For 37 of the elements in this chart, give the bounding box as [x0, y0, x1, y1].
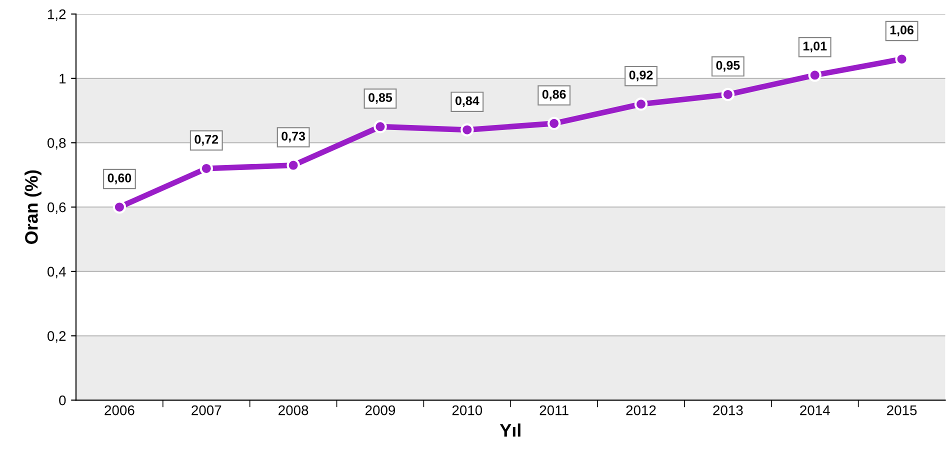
point [634, 98, 648, 111]
y-axis-title: Oran (%) [24, 170, 42, 244]
y-tick-label: 0,6 [48, 202, 66, 214]
y-tick-label: 1 [60, 74, 66, 84]
y-tick-label: 1,2 [48, 9, 66, 21]
x-tick-label: 2011 [540, 405, 568, 416]
data-label: 1,01 [803, 42, 827, 52]
x-tick-label: 2013 [713, 405, 743, 416]
data-label: 0,86 [542, 90, 566, 101]
point [286, 158, 300, 172]
data-label: 0,84 [455, 96, 480, 107]
point [547, 116, 561, 130]
data-label: 0,92 [629, 70, 653, 82]
x-tick-label: 2014 [800, 405, 830, 416]
x-axis-title: Yıl [500, 424, 520, 437]
point [808, 68, 822, 82]
data-label: 1,06 [890, 26, 914, 36]
x-tick-label: 2015 [887, 405, 917, 416]
data-label: 0,72 [194, 134, 218, 146]
x-tick-label: 2007 [192, 405, 222, 416]
data-label: 0,60 [108, 174, 132, 184]
point [721, 88, 735, 102]
point [112, 200, 126, 214]
x-tick-label: 2008 [278, 405, 308, 416]
x-tick-label: 2006 [104, 405, 134, 416]
x-tick-label: 2009 [365, 405, 396, 416]
point [460, 123, 474, 136]
point [374, 120, 387, 134]
data-label: 0,85 [368, 93, 392, 104]
y-tick-label: 0,2 [48, 331, 66, 343]
data-label: 0,73 [282, 132, 306, 142]
y-tick-label: 0,4 [48, 266, 66, 278]
x-tick-label: 2012 [626, 405, 656, 416]
x-tick-label: 2010 [452, 405, 482, 416]
data-label: 0,95 [716, 60, 740, 72]
y-tick-label: 0,8 [48, 138, 66, 150]
y-tick-label: 0 [59, 395, 66, 406]
